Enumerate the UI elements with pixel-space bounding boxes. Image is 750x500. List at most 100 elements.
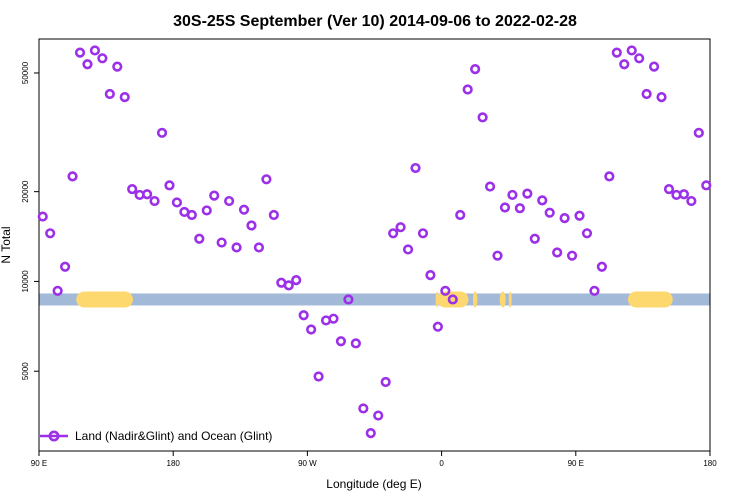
data-point [410, 162, 421, 174]
data-point [701, 180, 712, 191]
y-tick-label: 5000 [21, 362, 30, 380]
land-segment [499, 291, 506, 308]
data-point [268, 209, 279, 221]
data-point [335, 336, 347, 347]
data-point [499, 202, 511, 213]
data-point [328, 313, 339, 324]
data-point [306, 324, 317, 335]
data-point [574, 210, 585, 221]
x-axis: 90 E 180 90 W 0 90 E 180 [31, 451, 717, 468]
data-point [373, 410, 384, 421]
x-axis-label: Longitude (deg E) [326, 477, 421, 491]
data-point [380, 376, 391, 388]
data-point [417, 228, 429, 239]
data-point [425, 270, 436, 281]
data-point [492, 250, 503, 261]
y-tick-label: 20000 [21, 180, 30, 203]
data-point [298, 310, 309, 321]
data-point [484, 181, 496, 192]
data-point [142, 189, 153, 200]
y-axis-label: N Total [0, 226, 13, 263]
data-point [626, 45, 637, 56]
data-point [104, 88, 115, 100]
data-point [224, 195, 235, 207]
data-point [537, 195, 548, 206]
data-point [156, 127, 168, 138]
land-segment [76, 291, 133, 308]
data-point [45, 228, 56, 239]
data-point [201, 205, 212, 216]
data-point [589, 285, 600, 296]
chart-title: 30S-25S September (Ver 10) 2014-09-06 to… [173, 13, 577, 30]
data-point [663, 183, 675, 195]
legend-label: Land (Nadir&Glint) and Ocean (Glint) [75, 429, 272, 443]
land-segment [472, 291, 478, 308]
data-point [641, 88, 652, 100]
data-point [686, 195, 697, 207]
data-point [462, 84, 473, 95]
y-axis: 5000 10000 20000 50000 [21, 61, 39, 380]
data-point [343, 294, 354, 305]
data-point [522, 188, 533, 199]
data-point [604, 171, 615, 182]
data-point [447, 294, 458, 305]
data-point [470, 64, 481, 75]
data-point [581, 228, 593, 239]
data-point [559, 213, 570, 224]
data-point [514, 203, 525, 214]
data-point [566, 250, 578, 261]
data-point [164, 180, 175, 191]
x-tick-label: 180 [167, 459, 181, 468]
data-point [313, 371, 324, 382]
data-point [97, 53, 108, 64]
data-point [455, 209, 466, 221]
data-point [395, 222, 406, 233]
x-tick-label: 180 [703, 459, 717, 468]
land-segment [627, 291, 673, 308]
data-point [59, 261, 71, 272]
data-point [74, 47, 86, 58]
data-point [365, 428, 376, 439]
data-point [253, 242, 265, 253]
y-tick-label: 10000 [21, 270, 30, 293]
data-point [544, 207, 555, 218]
data-point [37, 211, 48, 222]
data-point [656, 92, 667, 103]
data-point [261, 174, 272, 185]
data-point [119, 92, 130, 103]
data-point [432, 321, 443, 332]
x-tick-label: 90 W [298, 459, 317, 468]
data-point [350, 338, 361, 349]
data-point [89, 45, 101, 56]
data-point [678, 189, 690, 200]
data-point [440, 285, 451, 296]
legend-marker [48, 430, 60, 442]
data-point [186, 209, 197, 221]
x-tick-label: 0 [439, 459, 444, 468]
data-point [127, 183, 138, 195]
legend: Land (Nadir&Glint) and Ocean (Glint) [40, 429, 272, 443]
data-point [596, 261, 607, 272]
data-point [149, 195, 160, 207]
data-point [507, 189, 518, 201]
data-point [216, 237, 227, 248]
y-tick-label: 50000 [21, 61, 30, 84]
data-point [634, 53, 645, 64]
land-segment [508, 291, 512, 308]
data-points [37, 45, 712, 439]
data-point [358, 403, 369, 414]
x-tick-label: 90 E [568, 459, 584, 468]
data-point [552, 247, 563, 258]
data-point [648, 61, 660, 72]
data-point [611, 47, 622, 58]
data-point [388, 228, 399, 239]
data-point [246, 220, 257, 231]
plot-frame [38, 38, 711, 452]
data-point [231, 242, 242, 253]
data-point [67, 171, 78, 182]
data-point [194, 233, 205, 244]
data-point [291, 275, 302, 286]
ocean-strip [39, 293, 710, 306]
data-point [402, 244, 414, 255]
